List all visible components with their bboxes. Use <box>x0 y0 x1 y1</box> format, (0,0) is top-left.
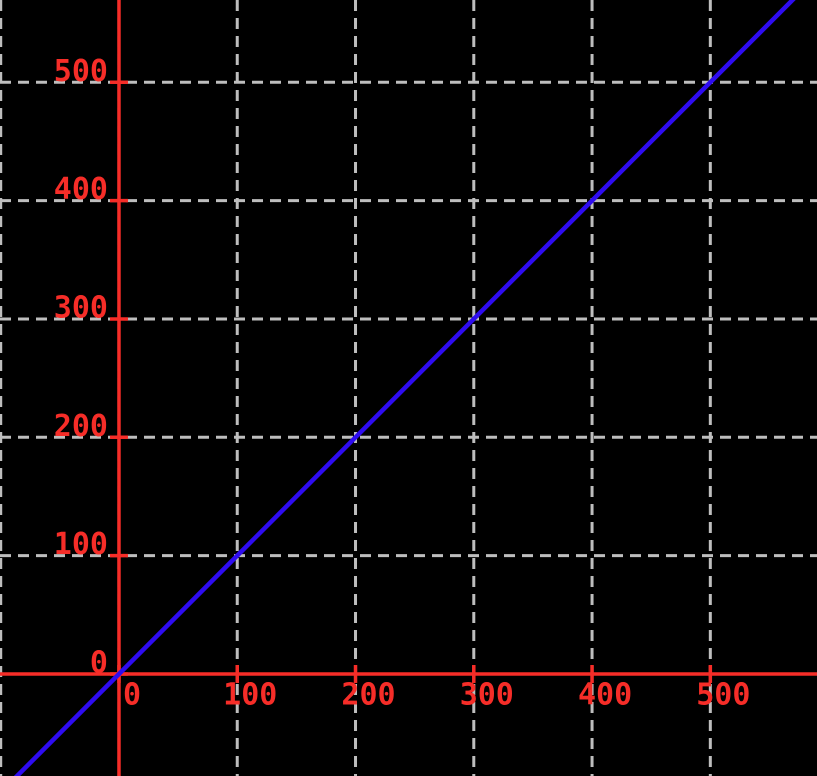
data-line-identity-line <box>13 0 796 776</box>
x-tick-label: 200 <box>341 677 395 712</box>
y-tick-label: 500 <box>54 54 108 89</box>
y-tick-label: 0 <box>90 645 108 680</box>
x-tick-label: 400 <box>578 677 632 712</box>
x-tick-label: 0 <box>123 677 141 712</box>
y-tick-label: 400 <box>54 172 108 207</box>
y-tick-label: 200 <box>54 409 108 444</box>
x-tick-label: 300 <box>460 677 514 712</box>
y-tick-label: 300 <box>54 290 108 325</box>
x-tick-label: 500 <box>696 677 750 712</box>
y-tick-label: 100 <box>54 527 108 562</box>
x-tick-label: 100 <box>223 677 277 712</box>
